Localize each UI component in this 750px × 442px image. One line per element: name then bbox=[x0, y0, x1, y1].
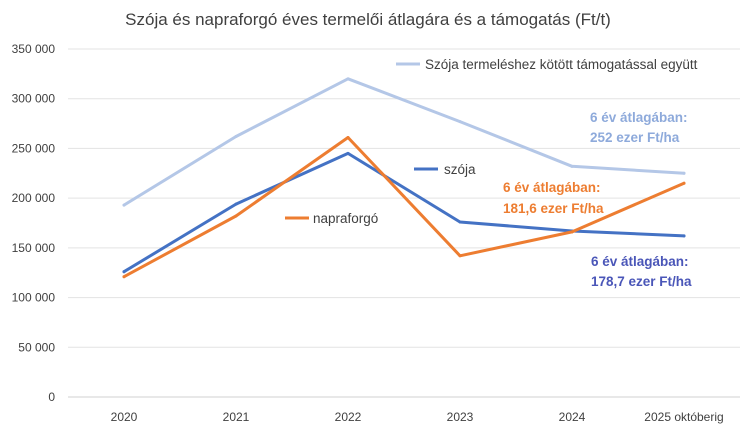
series-lines bbox=[122, 77, 686, 279]
data-point-szoja bbox=[682, 234, 686, 238]
data-point-szoja bbox=[122, 270, 126, 274]
annotation-support-line2: 252 ezer Ft/ha bbox=[590, 130, 680, 145]
y-axis-ticks: 0 50 000 100 000 150 000 200 000 250 000 300 0… bbox=[12, 42, 56, 404]
data-point-support bbox=[570, 164, 574, 168]
data-point-support bbox=[458, 120, 462, 124]
legend-label-support: Szója termeléshez kötött támogatással eg… bbox=[425, 57, 698, 72]
data-point-napraforgo bbox=[122, 275, 126, 279]
legend-series-napraforgo: napraforgó bbox=[285, 211, 378, 226]
data-point-napraforgo bbox=[458, 254, 462, 258]
y-tick-label: 150 000 bbox=[12, 241, 56, 255]
x-tick-label: 2023 bbox=[447, 410, 474, 424]
x-tick-label: 2020 bbox=[111, 410, 138, 424]
annotation-szoja-average: 6 év átlagában: 178,7 ezer Ft/ha bbox=[591, 254, 692, 289]
data-point-napraforgo bbox=[346, 135, 350, 139]
legend-label-szoja: szója bbox=[444, 162, 476, 177]
data-point-support bbox=[682, 171, 686, 175]
series-line-napraforgo bbox=[122, 136, 686, 279]
x-tick-label: 2024 bbox=[559, 410, 586, 424]
y-tick-label: 300 000 bbox=[12, 92, 56, 106]
legend-series-szoja: szója bbox=[414, 162, 476, 177]
x-tick-label: 2022 bbox=[335, 410, 362, 424]
series-line-support bbox=[122, 77, 686, 207]
annotation-napraforgo-line2: 181,6 ezer Ft/ha bbox=[503, 201, 604, 216]
y-tick-label: 200 000 bbox=[12, 191, 56, 205]
data-point-support bbox=[234, 134, 238, 138]
data-point-napraforgo bbox=[682, 181, 686, 185]
data-point-support bbox=[122, 203, 126, 207]
annotation-support-line1: 6 év átlagában: bbox=[590, 110, 688, 125]
y-tick-label: 100 000 bbox=[12, 291, 56, 305]
data-point-szoja bbox=[234, 202, 238, 206]
chart-title: Szója és napraforgó éves termelői átlagá… bbox=[125, 10, 611, 29]
y-tick-label: 50 000 bbox=[18, 340, 55, 354]
annotation-szoja-line1: 6 év átlagában: bbox=[591, 254, 689, 269]
data-point-napraforgo bbox=[234, 214, 238, 218]
data-point-szoja bbox=[346, 151, 350, 155]
data-point-napraforgo bbox=[570, 230, 574, 234]
x-axis-ticks: 2020 2021 2022 2023 2024 2025 októberig bbox=[111, 410, 724, 424]
y-tick-label: 350 000 bbox=[12, 42, 56, 56]
annotation-support-average: 6 év átlagában: 252 ezer Ft/ha bbox=[590, 110, 688, 145]
legend-series-support: Szója termeléshez kötött támogatással eg… bbox=[396, 57, 698, 72]
y-tick-label: 250 000 bbox=[12, 141, 56, 155]
x-tick-label: 2021 bbox=[223, 410, 250, 424]
annotation-napraforgo-line1: 6 év átlagában: bbox=[503, 180, 601, 195]
annotation-napraforgo-average: 6 év átlagában: 181,6 ezer Ft/ha bbox=[503, 180, 604, 216]
data-point-szoja bbox=[458, 220, 462, 224]
data-point-support bbox=[346, 77, 350, 81]
x-tick-label: 2025 októberig bbox=[644, 410, 723, 424]
legend-label-napraforgo: napraforgó bbox=[313, 211, 378, 226]
series-line-szoja bbox=[122, 151, 686, 274]
annotation-szoja-line2: 178,7 ezer Ft/ha bbox=[591, 274, 692, 289]
y-tick-label: 0 bbox=[48, 390, 55, 404]
